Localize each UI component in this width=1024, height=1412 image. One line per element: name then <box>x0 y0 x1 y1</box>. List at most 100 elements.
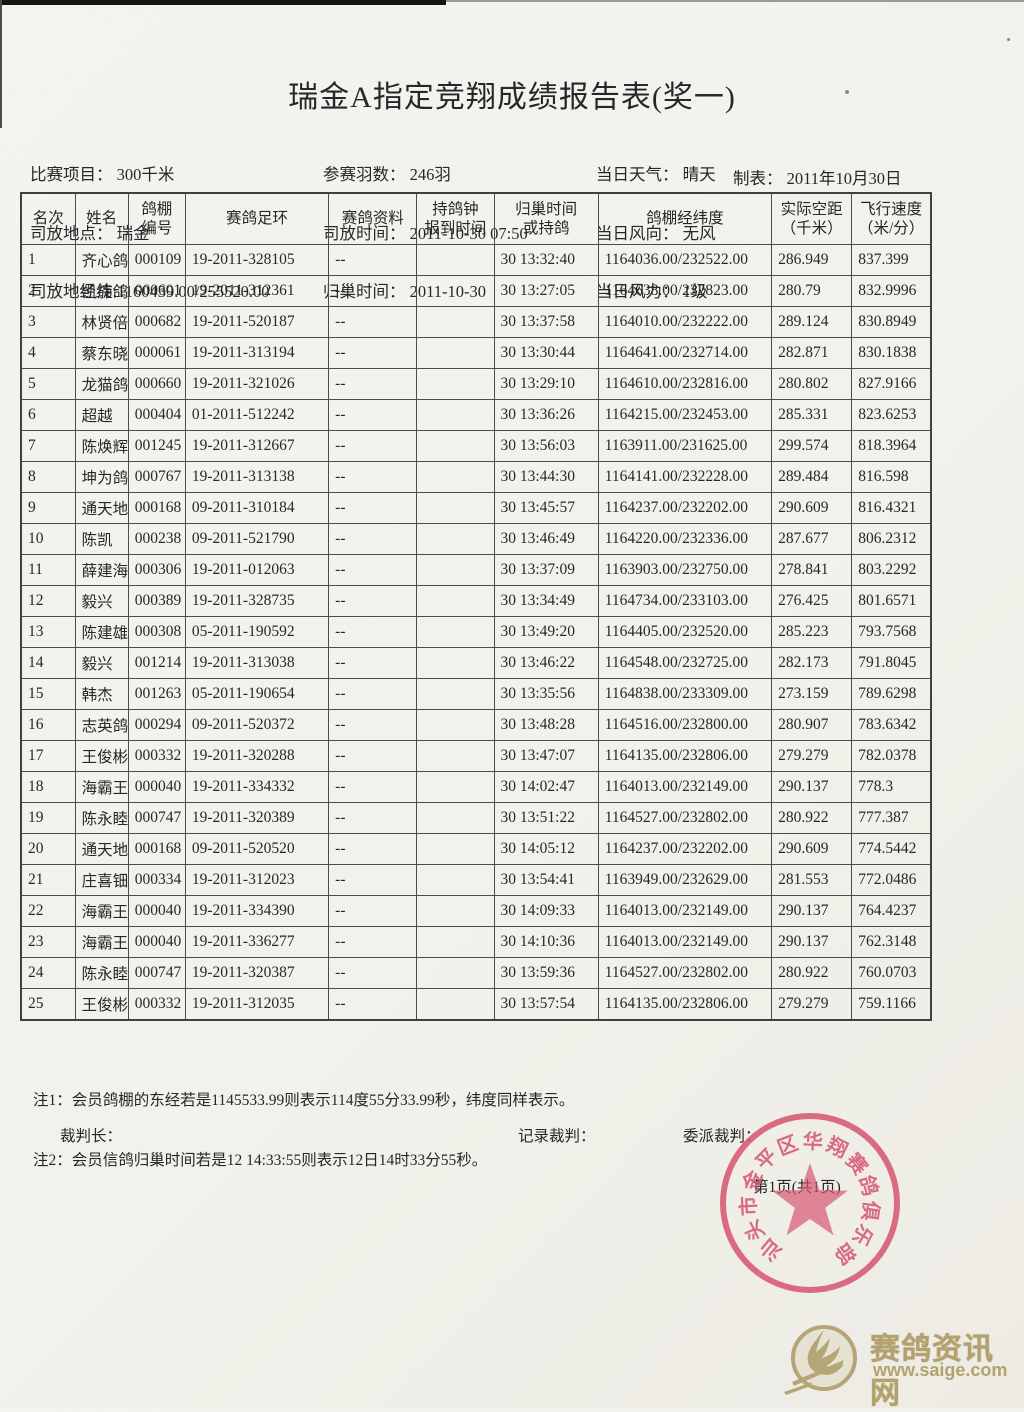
table-cell: 30 13:46:49 <box>493 523 599 555</box>
table-cell: 30 13:49:20 <box>493 616 599 648</box>
table-cell: 276.425 <box>771 585 853 617</box>
table-cell: 11 <box>20 554 76 586</box>
table-cell: 23 <box>20 926 76 958</box>
table-cell: 8 <box>20 461 76 493</box>
table-row: 23 海霸王 000040 19-2011-336277 -- 30 14:10:36 11… <box>20 926 932 958</box>
table-cell: 30 13:27:05 <box>493 275 599 307</box>
table-cell <box>416 306 495 338</box>
table-cell: 09-2011-310184 <box>184 492 330 524</box>
table-cell: 林贤倍 <box>74 306 129 338</box>
table-cell: 1164527.00/232802.00 <box>597 957 773 989</box>
table-row: 9 通天地 000168 09-2011-310184 -- 30 13:45:57 116… <box>20 492 932 524</box>
table-cell: 陈永睦 <box>74 802 129 834</box>
stamp-ring <box>720 1113 900 1293</box>
table-cell: 05-2011-190654 <box>184 678 330 710</box>
table-cell <box>416 337 495 369</box>
table-row: 24 陈永睦 000747 19-2011-320387 -- 30 13:59:36 11… <box>20 957 932 989</box>
scan-speck <box>845 90 849 94</box>
table-cell: 30 13:34:49 <box>493 585 599 617</box>
table-cell: 000040 <box>127 926 186 958</box>
scan-edge-artifact <box>0 0 2 128</box>
table-cell: 19-2011-320387 <box>184 957 330 989</box>
table-cell: 19-2011-321026 <box>184 368 330 400</box>
table-cell: 830.1838 <box>851 337 932 369</box>
table-cell: 000040 <box>127 771 186 803</box>
table-cell: 韩杰 <box>74 678 129 710</box>
table-cell: 000238 <box>127 523 186 555</box>
table-cell: 823.6253 <box>851 399 932 431</box>
table-cell: 1164638.00/232823.00 <box>597 275 773 307</box>
table-cell: 30 13:57:54 <box>493 988 599 1021</box>
table-cell: 1164641.00/232714.00 <box>597 337 773 369</box>
table-cell: 000767 <box>127 461 186 493</box>
table-cell: 19-2011-312023 <box>184 864 330 896</box>
table-row: 19 陈永睦 000747 19-2011-320389 -- 30 13:51:22 11… <box>20 802 932 834</box>
table-cell: 827.9166 <box>851 368 932 400</box>
table-cell <box>416 740 495 772</box>
table-cell: 801.6571 <box>851 585 932 617</box>
table-cell: 19-2011-336277 <box>184 926 330 958</box>
table-cell: 30 13:37:58 <box>493 306 599 338</box>
table-cell: 1164237.00/232202.00 <box>597 833 773 865</box>
table-cell: 13 <box>20 616 76 648</box>
header-loft-coords: 鸽棚经纬度 <box>597 192 773 245</box>
table-cell: 19-2011-520187 <box>184 306 330 338</box>
table-cell <box>416 771 495 803</box>
table-cell: 759.1166 <box>851 988 932 1021</box>
table-cell: 龙猫鸽 <box>74 368 129 400</box>
table-cell: 09-2011-521790 <box>184 523 330 555</box>
table-cell: -- <box>328 957 418 989</box>
table-cell: -- <box>328 647 418 679</box>
table-cell: 1163911.00/231625.00 <box>597 430 773 462</box>
table-cell <box>416 244 495 276</box>
table-row: 7 陈焕辉 001245 19-2011-312667 -- 30 13:56:03 116… <box>20 430 932 462</box>
table-cell: 30 13:48:28 <box>493 709 599 741</box>
table-cell: 30 13:51:22 <box>493 802 599 834</box>
table-cell: 1163949.00/232629.00 <box>597 864 773 896</box>
table-cell: -- <box>328 864 418 896</box>
table-cell: 280.802 <box>771 368 853 400</box>
stamp-star-icon <box>772 1163 848 1236</box>
table-cell: -- <box>328 585 418 617</box>
table-cell: -- <box>328 337 418 369</box>
table-cell: 1164036.00/232522.00 <box>597 244 773 276</box>
table-cell: 庄喜钿 <box>74 864 129 896</box>
table-cell <box>416 926 495 958</box>
table-cell: 290.609 <box>771 833 853 865</box>
header-distance: 实际空距 （千米） <box>771 192 853 245</box>
table-cell: 282.173 <box>771 647 853 679</box>
table-cell: 25 <box>20 988 76 1021</box>
table-cell: 772.0486 <box>851 864 932 896</box>
table-cell: 762.3148 <box>851 926 932 958</box>
table-cell: 290.609 <box>771 492 853 524</box>
table-cell <box>416 709 495 741</box>
table-row: 12 毅兴 000389 19-2011-328735 -- 30 13:34:49 116… <box>20 585 932 617</box>
table-cell: 818.3964 <box>851 430 932 462</box>
table-cell: 783.6342 <box>851 709 932 741</box>
table-cell: 000168 <box>127 833 186 865</box>
table-cell: 289.484 <box>771 461 853 493</box>
table-cell: -- <box>328 430 418 462</box>
table-cell: 志英鸽 <box>74 709 129 741</box>
table-cell: 1163903.00/232750.00 <box>597 554 773 586</box>
table-cell: -- <box>328 709 418 741</box>
table-cell: 10 <box>20 523 76 555</box>
scan-edge-artifact <box>0 0 446 5</box>
results-table-body: 1 齐心鸽 000109 19-2011-328105 -- 30 13:32:40 116… <box>20 244 932 1021</box>
table-cell: -- <box>328 461 418 493</box>
table-cell: 30 13:32:40 <box>493 244 599 276</box>
table-cell: 30 13:46:22 <box>493 647 599 679</box>
table-cell: 837.399 <box>851 244 932 276</box>
table-cell: 290.137 <box>771 771 853 803</box>
table-cell: 000389 <box>127 585 186 617</box>
table-cell: 803.2292 <box>851 554 932 586</box>
table-row: 13 陈建雄 000308 05-2011-190592 -- 30 13:49:20 11… <box>20 616 932 648</box>
table-cell: 薛建海 <box>74 554 129 586</box>
table-cell: 齐心鸽 <box>74 244 129 276</box>
table-row: 4 蔡东晓 000061 19-2011-313194 -- 30 13:30:44 116… <box>20 337 932 369</box>
table-cell: 09-2011-520372 <box>184 709 330 741</box>
table-cell: 30 14:09:33 <box>493 895 599 927</box>
table-cell: 30 13:37:09 <box>493 554 599 586</box>
table-cell: 19-2011-312035 <box>184 988 330 1021</box>
header-return-time: 归巢时间 或持鸽 <box>493 192 599 245</box>
